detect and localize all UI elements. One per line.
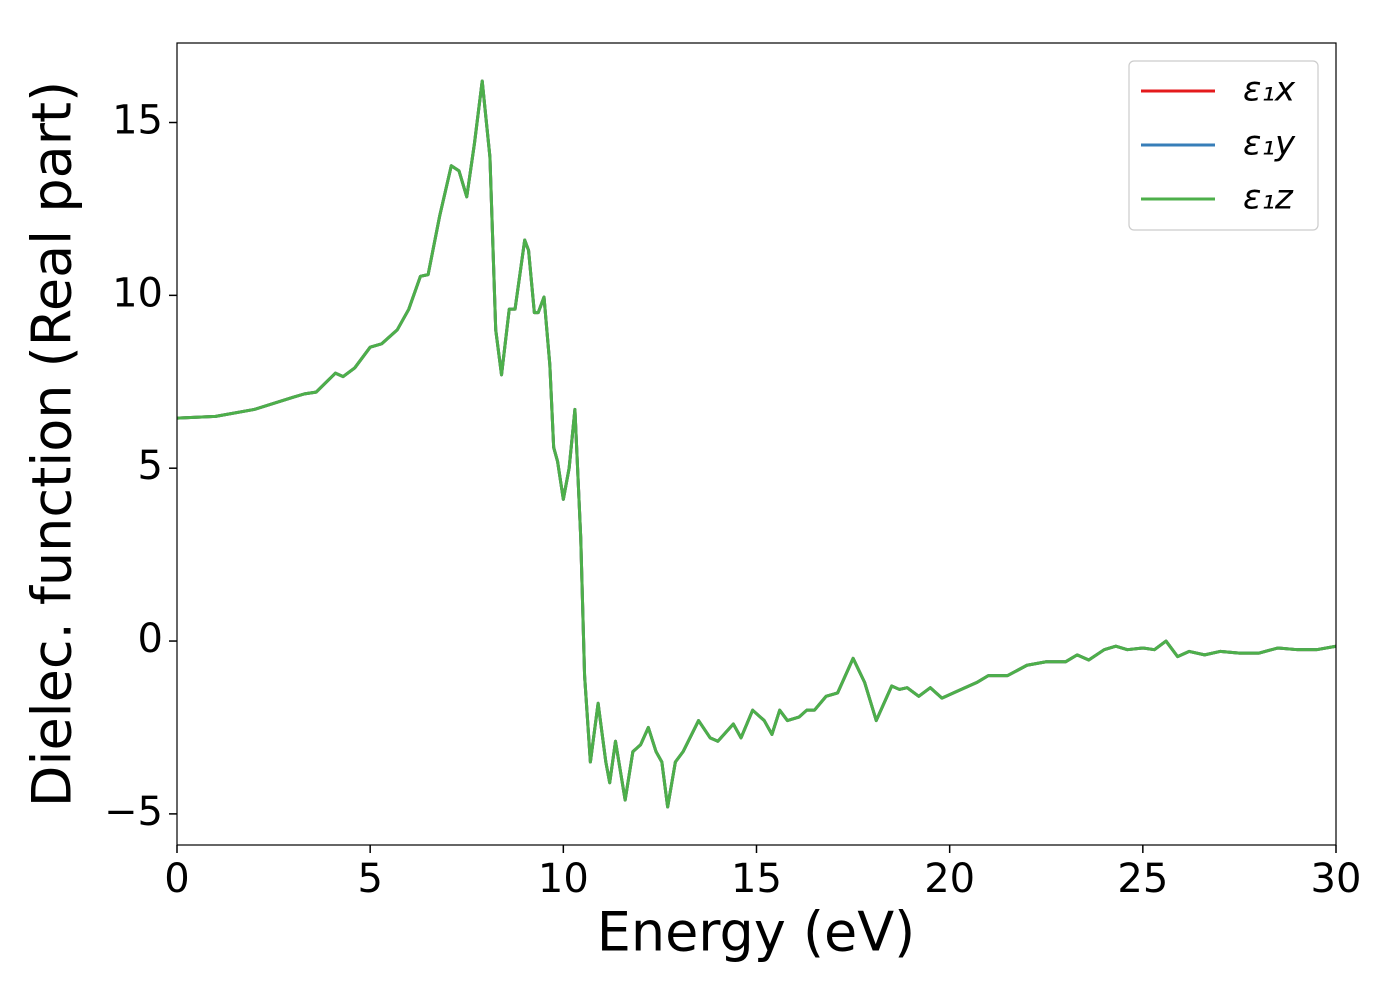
- x-tick-label: 0: [164, 856, 189, 902]
- x-tick-label: 10: [538, 856, 589, 902]
- y-tick-label: 10: [112, 270, 163, 316]
- plot-frame: [176, 42, 1337, 846]
- x-tick-label: 20: [924, 856, 975, 902]
- line-series: [176, 79, 1337, 809]
- y-tick-label: 5: [138, 443, 163, 489]
- y-axis-label: Dielec. function (Real part): [21, 81, 84, 807]
- x-axis-label: Energy (eV): [597, 901, 916, 964]
- x-tick-label: 25: [1117, 856, 1168, 902]
- legend-label: ε₁y: [1243, 124, 1296, 164]
- legend-label: ε₁x: [1243, 70, 1296, 110]
- x-tick-label: 15: [731, 856, 782, 902]
- x-tick-label: 30: [1311, 856, 1362, 902]
- y-tick-label: 0: [138, 616, 163, 662]
- legend-box: [1128, 60, 1319, 231]
- y-tick-label: 15: [112, 98, 163, 144]
- legend-label: ε₁z: [1243, 178, 1294, 218]
- x-tick-label: 5: [357, 856, 382, 902]
- y-tick-label: −5: [104, 789, 163, 835]
